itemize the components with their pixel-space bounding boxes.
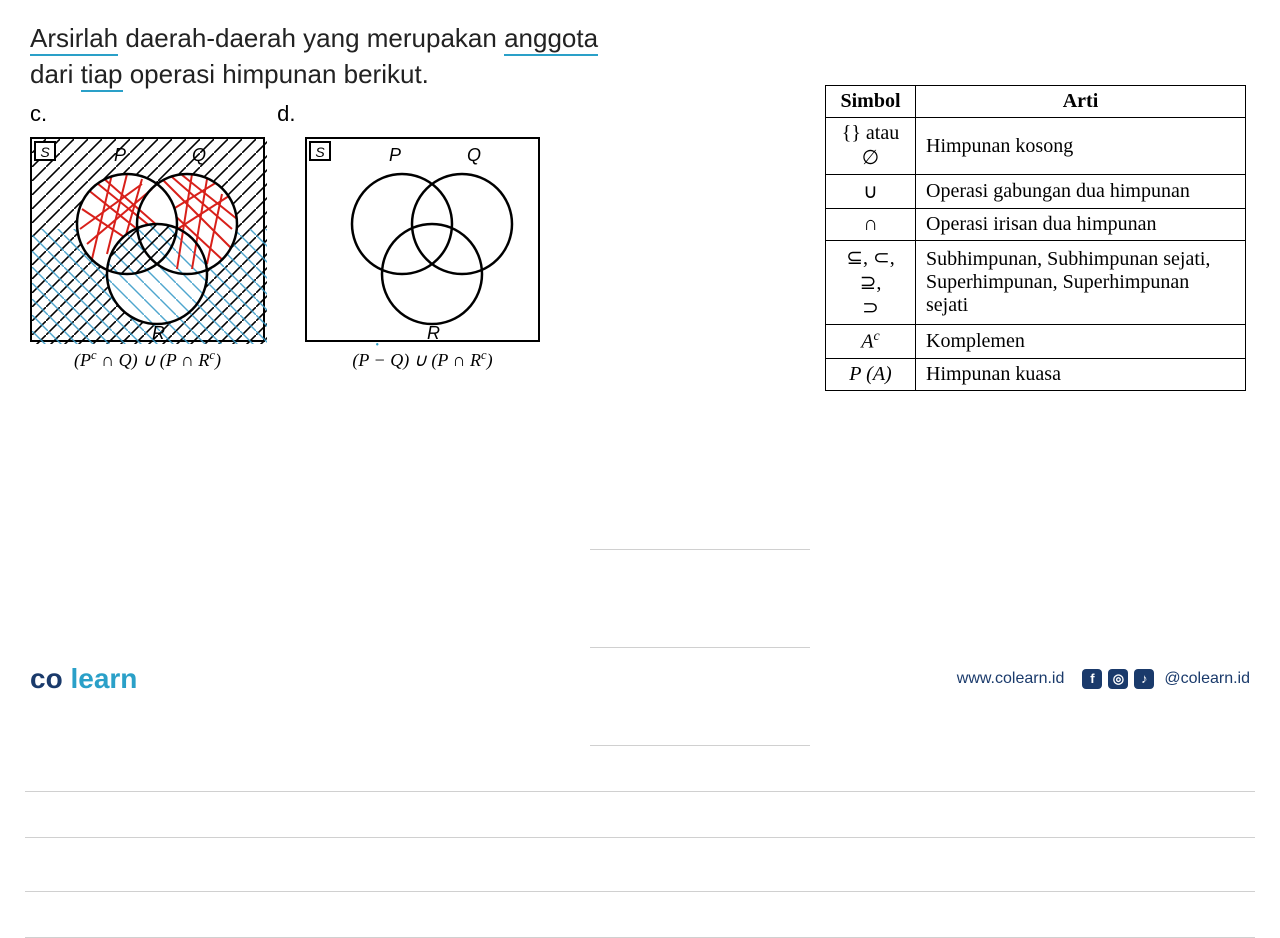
venn-d-box: S P Q R	[305, 137, 540, 342]
svg-text:Q: Q	[467, 145, 481, 165]
table-row: ⊆, ⊂, ⊇,⊃Subhimpunan, Subhimpunan sejati…	[826, 241, 1246, 325]
cell-meaning: Komplemen	[916, 325, 1246, 359]
label-d: d.	[277, 101, 295, 127]
venn-d-wrapper: S P Q R (P −• Q) ∪ (P ∩ Rc)	[305, 137, 540, 371]
venn-d-s-label: S	[309, 141, 331, 161]
social-icons: f ◎ ♪ @colearn.id	[1082, 669, 1250, 689]
table-header-row: Simbol Arti	[826, 86, 1246, 118]
label-c: c.	[30, 101, 47, 127]
cell-meaning: Operasi irisan dua himpunan	[916, 209, 1246, 241]
facebook-icon: f	[1082, 669, 1102, 689]
svg-text:P: P	[389, 145, 401, 165]
tiktok-icon: ♪	[1134, 669, 1154, 689]
table-row: ∪Operasi gabungan dua himpunan	[826, 175, 1246, 209]
table-row: ∩Operasi irisan dua himpunan	[826, 209, 1246, 241]
cell-symbol: ⊆, ⊂, ⊇,⊃	[826, 241, 916, 325]
footer: co learn www.colearn.id f ◎ ♪ @colearn.i…	[30, 663, 1250, 695]
venn-c-svg: P Q R	[32, 139, 267, 344]
brand-logo: co learn	[30, 663, 137, 695]
ruled-line	[590, 549, 810, 550]
venn-c-s-label: S	[34, 141, 56, 161]
q-word: anggota	[504, 23, 598, 56]
cell-meaning: Himpunan kosong	[916, 118, 1246, 175]
cell-symbol: ∩	[826, 209, 916, 241]
q-word: Arsirlah	[30, 23, 118, 56]
q-word: tiap	[81, 59, 123, 92]
ruled-line	[590, 745, 810, 746]
table-row: AcKomplemen	[826, 325, 1246, 359]
svg-text:R: R	[427, 323, 440, 343]
ruled-line	[590, 647, 810, 648]
table-row: P (A)Himpunan kuasa	[826, 358, 1246, 390]
cell-meaning: Himpunan kuasa	[916, 358, 1246, 390]
venn-d-svg: P Q R	[307, 139, 542, 344]
cell-symbol: ∪	[826, 175, 916, 209]
symbol-table: Simbol Arti {} atau ∅Himpunan kosong∪Ope…	[825, 85, 1246, 391]
table-row: {} atau ∅Himpunan kosong	[826, 118, 1246, 175]
venn-c-caption: (Pc ∩ Q) ∪ (P ∩ Rc)	[30, 348, 265, 371]
th-simbol: Simbol	[826, 86, 916, 118]
question-text: Arsirlah daerah-daerah yang merupakan an…	[30, 20, 650, 93]
cell-symbol: Ac	[826, 325, 916, 359]
instagram-icon: ◎	[1108, 669, 1128, 689]
site-url: www.colearn.id	[957, 670, 1065, 688]
ruled-line	[25, 837, 1255, 838]
venn-c-wrapper: S	[30, 137, 265, 371]
cell-symbol: P (A)	[826, 358, 916, 390]
venn-c-p-label: P	[114, 145, 126, 165]
venn-c-q-label: Q	[192, 145, 206, 165]
venn-c-r-label: R	[152, 323, 165, 343]
ruled-line	[25, 791, 1255, 792]
social-handle: @colearn.id	[1164, 670, 1250, 688]
ruled-line	[25, 891, 1255, 892]
venn-d-caption: (P −• Q) ∪ (P ∩ Rc)	[305, 348, 540, 371]
cell-meaning: Operasi gabungan dua himpunan	[916, 175, 1246, 209]
th-arti: Arti	[916, 86, 1246, 118]
cell-meaning: Subhimpunan, Subhimpunan sejati, Superhi…	[916, 241, 1246, 325]
cell-symbol: {} atau ∅	[826, 118, 916, 175]
venn-c-box: S	[30, 137, 265, 342]
